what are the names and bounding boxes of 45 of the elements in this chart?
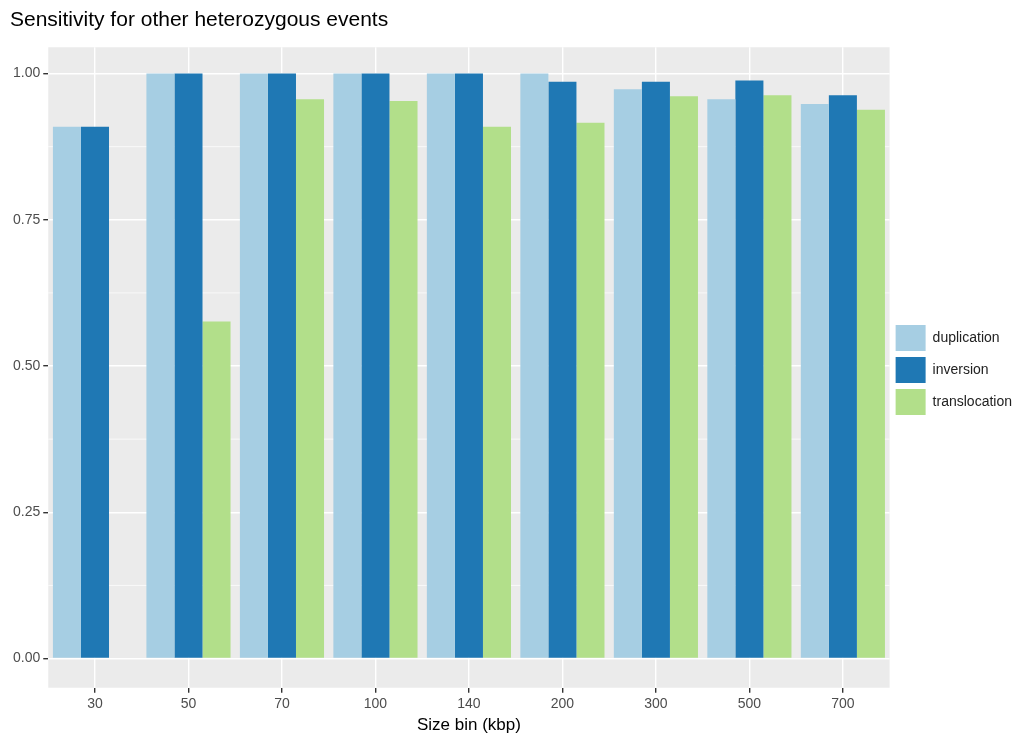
bar (735, 80, 764, 658)
chart-title: Sensitivity for other heterozygous events (10, 7, 389, 31)
bar (295, 99, 325, 658)
bar (856, 109, 885, 658)
bar (576, 122, 605, 658)
legend-label: duplication (932, 328, 1000, 345)
bar (146, 73, 175, 658)
bar (454, 73, 483, 658)
x-tick-label: 140 (457, 695, 481, 712)
x-tick-label: 30 (87, 695, 103, 712)
legend-label: translocation (932, 392, 1013, 409)
bar (828, 95, 857, 658)
bar (52, 126, 81, 658)
x-tick-label: 70 (274, 695, 290, 712)
bar (800, 103, 829, 658)
bar (202, 321, 231, 658)
bar (669, 96, 698, 658)
legend-label: inversion (932, 360, 989, 377)
bar (763, 95, 792, 658)
bar (613, 89, 642, 658)
bar (239, 73, 268, 658)
bar (707, 99, 736, 658)
x-tick-label: 700 (831, 695, 855, 712)
y-tick-label: 1.00 (13, 64, 41, 81)
bar (174, 73, 203, 658)
y-tick-label: 0.50 (13, 356, 41, 373)
bar (389, 101, 418, 658)
y-tick-label: 0.25 (13, 503, 41, 520)
y-tick-label: 0.75 (13, 210, 41, 227)
x-tick-label: 200 (550, 695, 575, 712)
bar (482, 126, 511, 658)
x-tick-label: 300 (644, 695, 668, 712)
x-axis-title: Size bin (kbp) (416, 715, 521, 735)
bar (641, 81, 670, 658)
bar (426, 73, 455, 658)
x-tick-label: 100 (363, 695, 388, 712)
bar (548, 81, 577, 658)
bar (267, 73, 296, 658)
bar (520, 73, 549, 658)
bar (361, 73, 390, 658)
bar (80, 126, 110, 658)
x-tick-label: 500 (737, 695, 762, 712)
x-tick-label: 50 (180, 695, 197, 712)
bar (333, 73, 362, 658)
y-tick-label: 0.00 (13, 649, 41, 666)
